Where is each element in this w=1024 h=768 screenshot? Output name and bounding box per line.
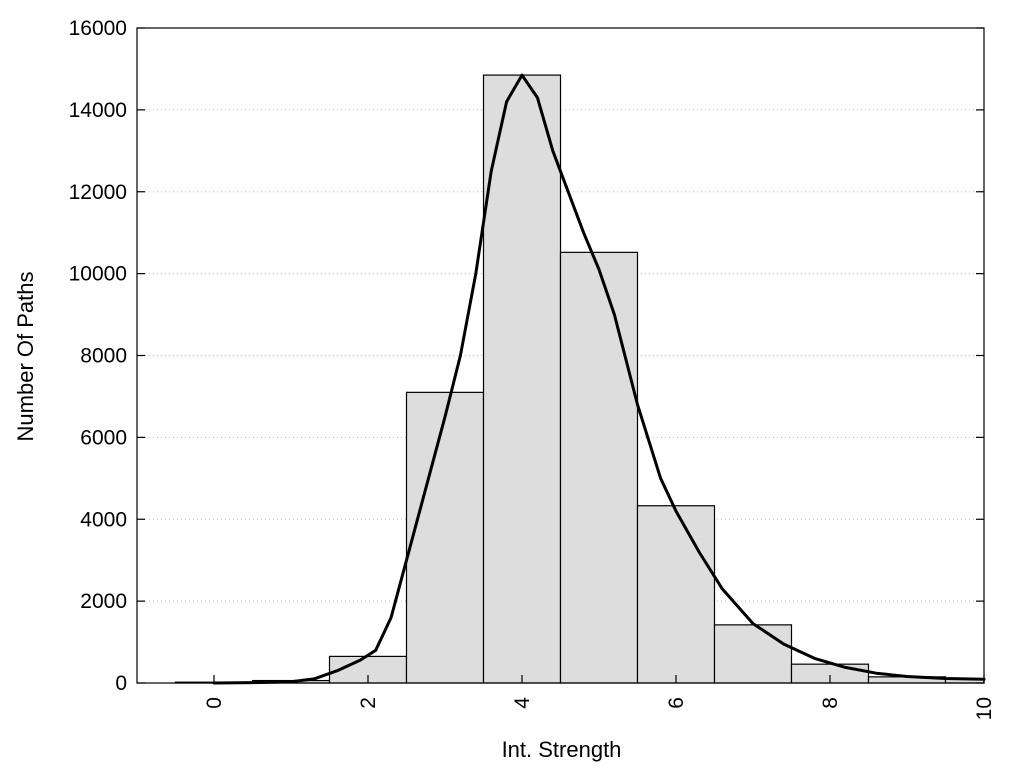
x-tick-label: 2 bbox=[357, 697, 380, 709]
y-tick-label: 6000 bbox=[80, 426, 127, 449]
histogram-bar bbox=[636, 505, 716, 684]
x-tick-label: 6 bbox=[665, 697, 688, 709]
x-axis-ticks: 0 2 4 6 8 10 bbox=[203, 675, 996, 720]
y-axis-ticks: 0 2000 4000 6000 8000 10000 12000 14000 16000 bbox=[69, 17, 984, 695]
histogram-bars bbox=[174, 74, 985, 684]
x-tick-label: 8 bbox=[819, 697, 842, 709]
y-tick-label: 4000 bbox=[80, 508, 127, 531]
x-axis-label: Int. Strength bbox=[502, 737, 622, 762]
y-tick-label: 14000 bbox=[69, 99, 127, 122]
y-tick-label: 16000 bbox=[69, 17, 127, 40]
histogram-bar bbox=[482, 74, 562, 684]
x-tick-label: 4 bbox=[511, 697, 534, 709]
histogram-bar bbox=[405, 391, 485, 684]
y-tick-label: 10000 bbox=[69, 263, 127, 286]
histogram-bar bbox=[559, 251, 639, 684]
y-tick-label: 2000 bbox=[80, 590, 127, 613]
x-tick-label: 10 bbox=[973, 697, 996, 720]
x-tick-label: 0 bbox=[203, 697, 226, 709]
y-tick-label: 8000 bbox=[80, 345, 127, 368]
y-tick-label: 12000 bbox=[69, 181, 127, 204]
histogram-bar bbox=[713, 624, 793, 684]
y-tick-label: 0 bbox=[115, 672, 127, 695]
fit-curve-line bbox=[212, 73, 986, 685]
y-axis-label: Number Of Paths bbox=[13, 272, 38, 442]
